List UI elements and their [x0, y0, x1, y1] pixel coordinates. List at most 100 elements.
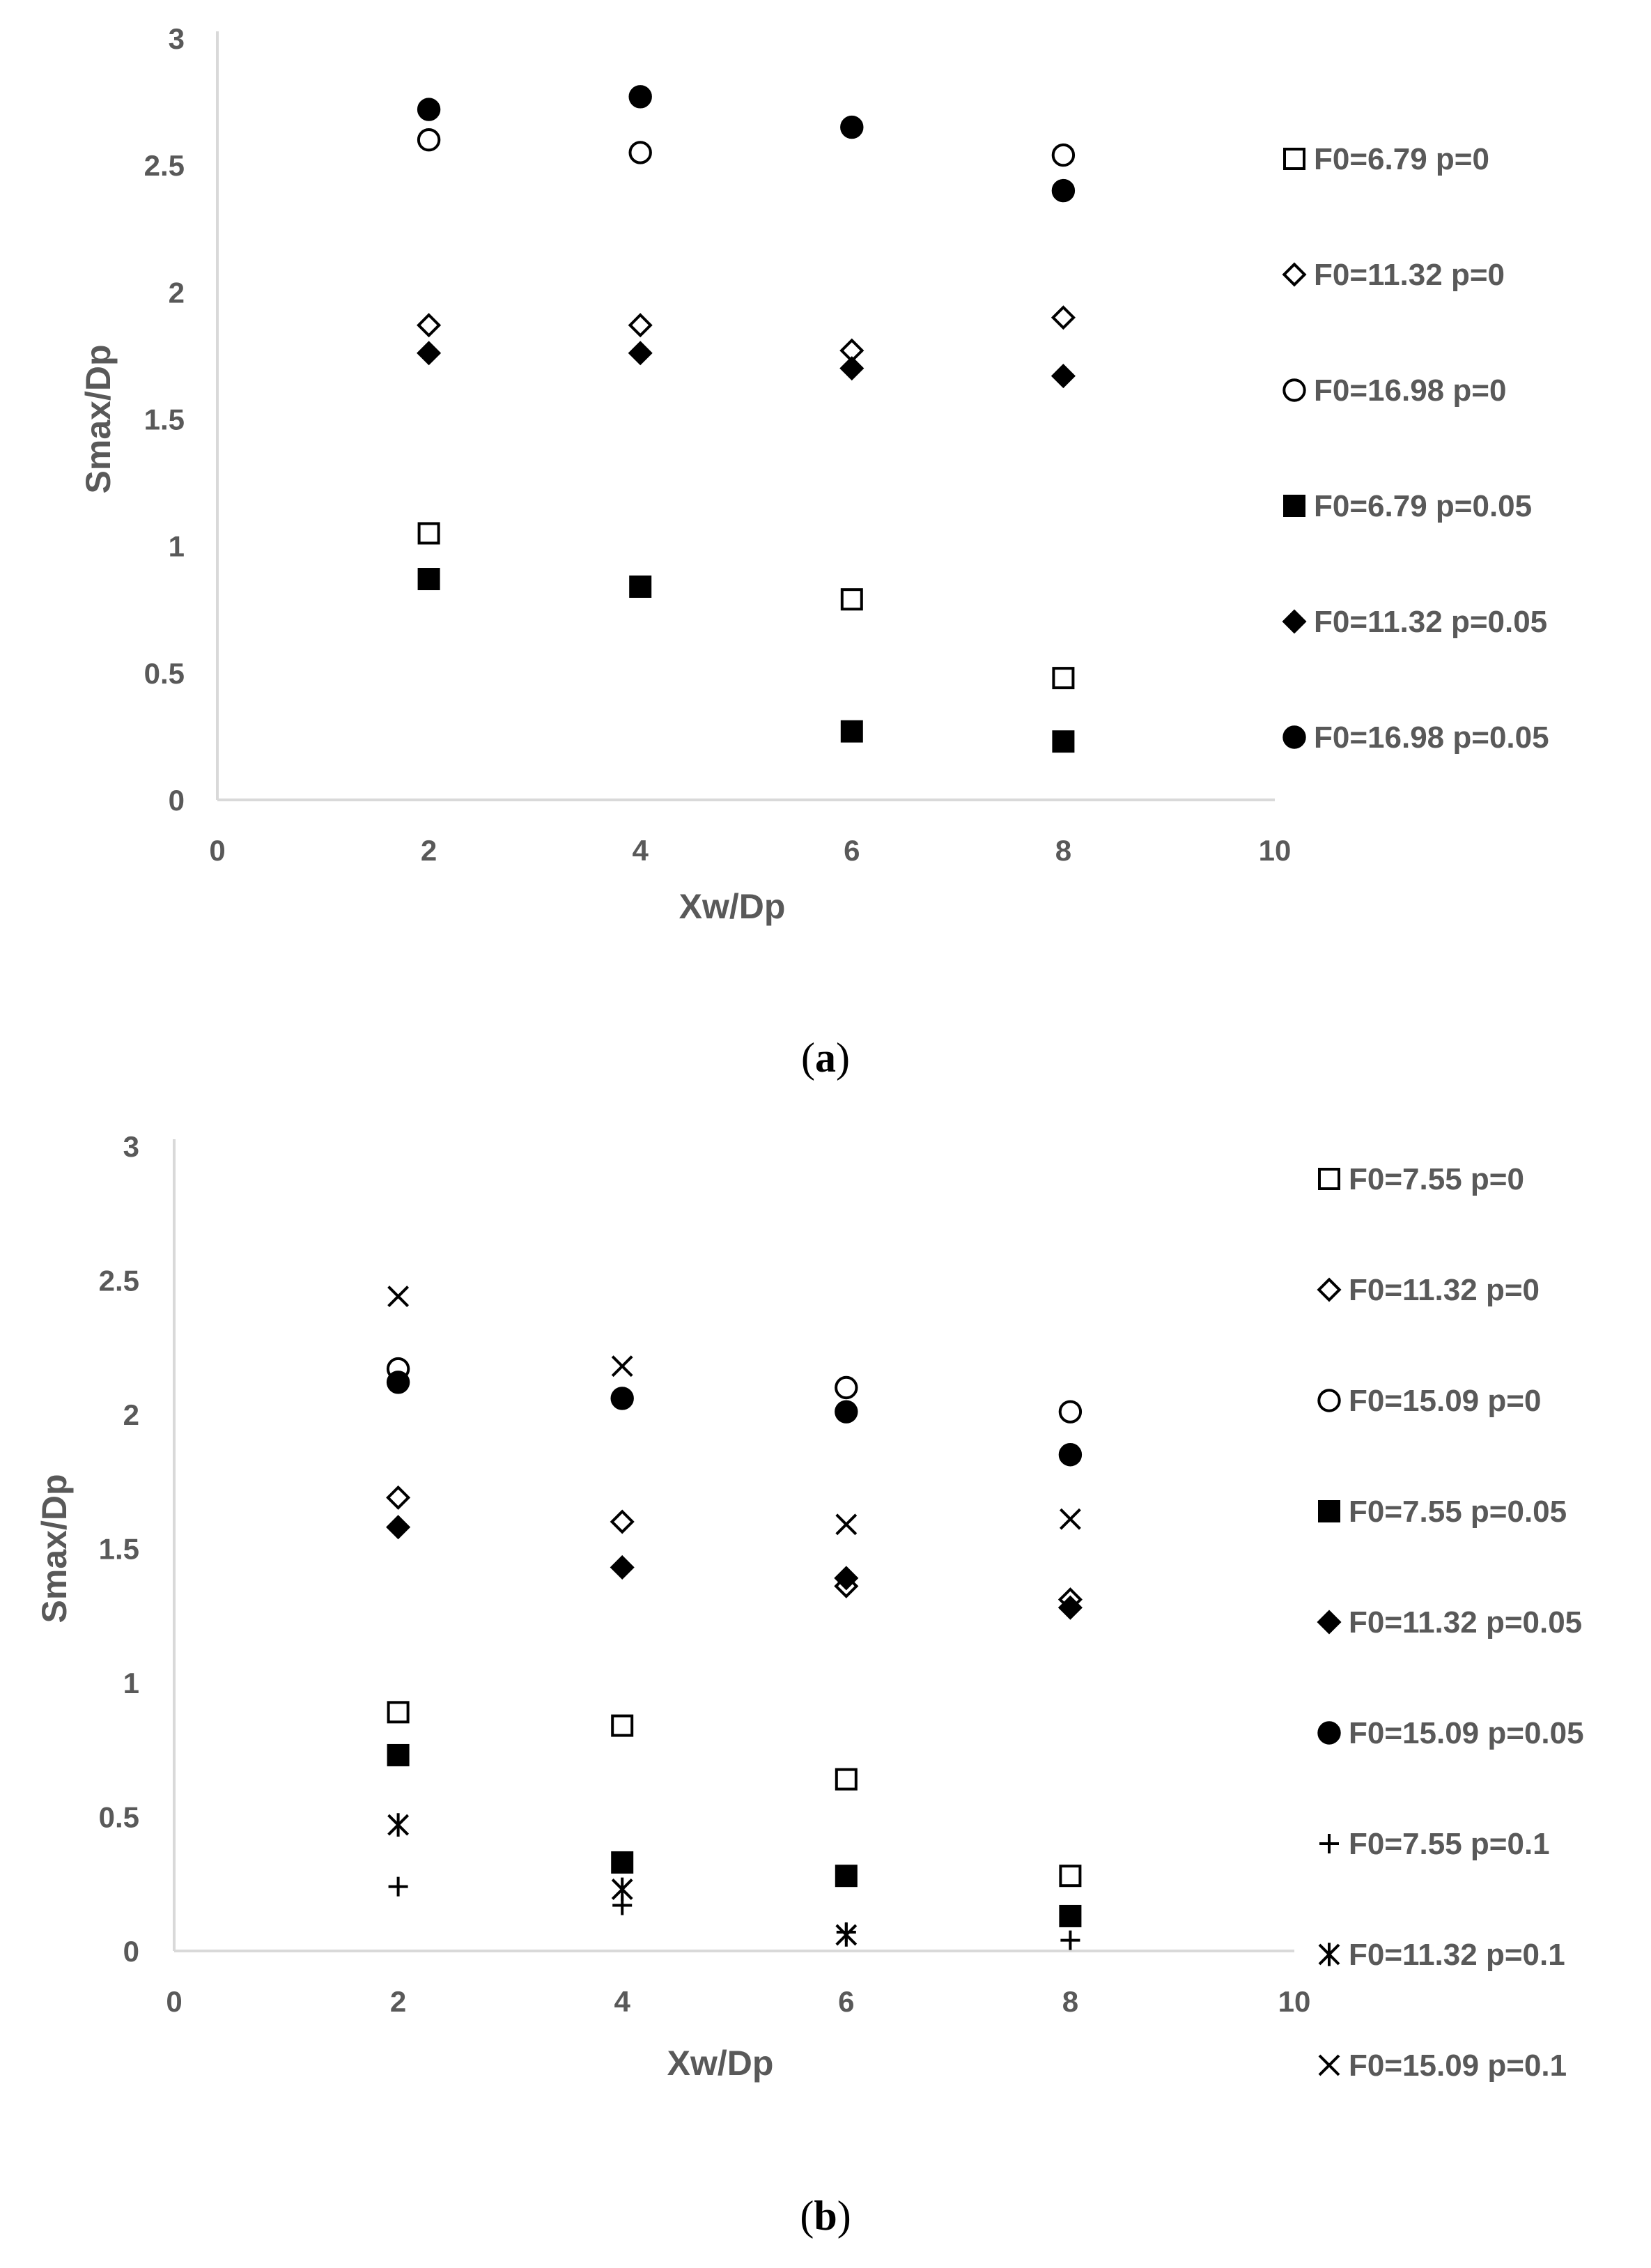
x-tick-label: 10 — [1278, 1985, 1311, 2018]
y-tick-label: 0 — [123, 1935, 139, 1968]
data-point — [1059, 1508, 1081, 1530]
data-point — [629, 575, 652, 598]
data-point — [387, 1286, 410, 1308]
data-point — [417, 522, 440, 545]
data-point — [611, 1355, 633, 1378]
data-point — [1059, 1904, 1082, 1927]
x-axis-title: Xw/Dp — [667, 2044, 774, 2083]
data-point — [387, 1813, 410, 1837]
x-tick-label: 4 — [614, 1985, 631, 2018]
x-tick-label: 10 — [1259, 834, 1292, 867]
legend-entry: F0=15.09 p=0 — [1349, 1384, 1541, 1418]
legend-entry: F0=15.09 p=0.1 — [1349, 2049, 1567, 2083]
y-tick-label: 0.5 — [144, 657, 185, 690]
x-tick-label: 2 — [390, 1985, 406, 2018]
data-point — [1058, 1400, 1083, 1424]
data-point — [1058, 1443, 1083, 1467]
x-axis-title: Xw/Dp — [679, 887, 786, 926]
legend-marker — [1317, 1277, 1342, 1302]
legend-marker — [1318, 1168, 1340, 1190]
data-point — [386, 1515, 411, 1540]
legend-marker — [1283, 495, 1305, 517]
legend-marker — [1282, 262, 1307, 287]
data-point — [1051, 305, 1076, 330]
data-point — [611, 1714, 634, 1737]
legend-entry: F0=16.98 p=0.05 — [1314, 720, 1549, 755]
data-point — [628, 85, 652, 109]
data-point — [417, 98, 441, 121]
y-tick-label: 2.5 — [99, 1265, 139, 1297]
chart-panel-b: 0 0.5 1 1.5 2 2.5 3 0 2 4 6 8 10 Xw/Dp Smax/Dp F0=7.55 … — [35, 1130, 1584, 2239]
data-point — [1051, 178, 1076, 203]
x-tick-label: 8 — [1062, 1985, 1078, 2018]
legend-entry: F0=11.32 p=0.05 — [1349, 1605, 1582, 1640]
data-point — [835, 1375, 858, 1400]
data-point — [417, 568, 440, 591]
y-tick-label: 1.5 — [144, 403, 185, 436]
legend-marker — [1317, 1610, 1342, 1635]
data-point — [835, 1400, 858, 1424]
data-point — [840, 588, 863, 611]
legend-entry: F0=11.32 p=0.1 — [1349, 1938, 1565, 1972]
data-point — [840, 720, 863, 743]
data-point — [839, 356, 865, 381]
y-tick-label: 1 — [169, 530, 185, 563]
chart-panel-a: 0 0.5 1 1.5 2 2.5 3 0 2 4 6 8 10 Xw/Dp Smax/Dp F0=6.79 … — [79, 22, 1549, 1081]
legend-entry: F0=6.79 p=0 — [1314, 142, 1489, 176]
data-point — [417, 128, 441, 152]
y-tick-label: 0.5 — [99, 1801, 139, 1834]
data-point — [388, 1876, 408, 1897]
x-tick-label: 0 — [166, 1985, 182, 2018]
data-point — [386, 1485, 411, 1510]
x-tick-label: 6 — [844, 834, 860, 867]
x-tick-label: 6 — [838, 1985, 854, 2018]
data-point — [387, 1743, 410, 1766]
y-tick-label: 3 — [169, 22, 185, 55]
y-axis-title: Smax/Dp — [79, 345, 118, 494]
legend-marker — [1317, 1389, 1341, 1412]
legend-entry: F0=7.55 p=0 — [1349, 1162, 1524, 1196]
data-point — [611, 1877, 633, 1901]
data-point — [387, 1701, 410, 1724]
legend-marker — [1283, 148, 1305, 170]
data-point — [417, 341, 442, 366]
data-point — [610, 1509, 635, 1534]
data-point — [1052, 730, 1075, 753]
panel-caption: (b) — [800, 2193, 851, 2239]
legend-marker — [1319, 1834, 1339, 1853]
data-point — [628, 141, 652, 164]
legend-marker — [1282, 725, 1306, 749]
y-tick-label: 1.5 — [99, 1533, 139, 1566]
legend-entry: F0=6.79 p=0.05 — [1314, 489, 1532, 523]
data-point — [1060, 1930, 1080, 1950]
data-point — [1051, 364, 1076, 389]
legend-entry: F0=11.32 p=0 — [1314, 258, 1505, 292]
legend-marker — [1318, 2054, 1340, 2076]
legend-marker — [1318, 1943, 1340, 1966]
legend-entry: F0=7.55 p=0.1 — [1349, 1827, 1550, 1861]
legend-entry: F0=15.09 p=0.05 — [1349, 1716, 1584, 1750]
data-point — [835, 1513, 858, 1536]
legend-entry: F0=11.32 p=0 — [1349, 1273, 1540, 1307]
panel-caption: (a) — [801, 1035, 850, 1081]
legend-marker — [1317, 1721, 1341, 1745]
legend-entry: F0=11.32 p=0.05 — [1314, 605, 1547, 639]
data-point — [628, 341, 653, 366]
data-point — [835, 1923, 858, 1947]
x-tick-label: 8 — [1055, 834, 1071, 867]
x-tick-label: 0 — [209, 834, 225, 867]
y-axis-title: Smax/Dp — [35, 1474, 74, 1623]
legend-entry: F0=16.98 p=0 — [1314, 373, 1506, 408]
data-point — [611, 1851, 634, 1874]
y-tick-label: 2 — [169, 276, 185, 309]
legend-marker — [1318, 1500, 1340, 1522]
data-point — [835, 1865, 858, 1888]
data-point — [1057, 1595, 1083, 1620]
data-point — [628, 313, 653, 338]
x-tick-label: 4 — [633, 834, 649, 867]
legend-marker — [1282, 378, 1306, 402]
y-tick-label: 3 — [123, 1130, 139, 1163]
data-point — [386, 1371, 410, 1394]
y-tick-label: 1 — [123, 1667, 139, 1699]
